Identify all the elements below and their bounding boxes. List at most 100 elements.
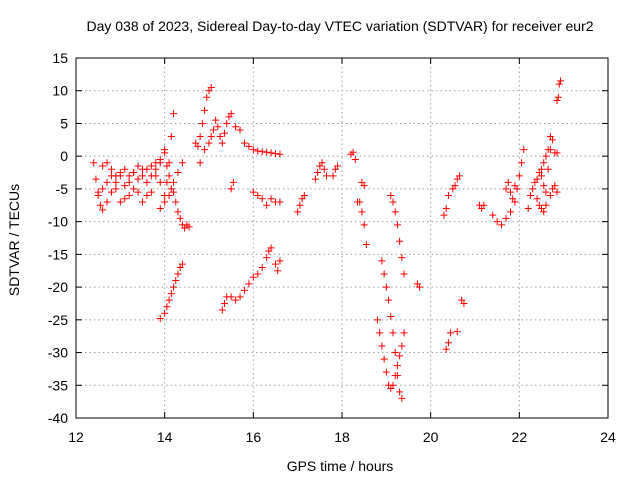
data-point [232, 123, 240, 131]
x-tick-label: 20 [423, 429, 439, 445]
data-point [553, 188, 561, 196]
data-point [221, 129, 229, 137]
data-point [272, 260, 279, 268]
data-point [502, 214, 510, 222]
data-point [329, 172, 337, 180]
y-tick-label: -15 [48, 246, 68, 262]
data-point [396, 388, 404, 396]
data-point [227, 110, 235, 118]
y-tick-label: -10 [48, 214, 68, 230]
data-point [139, 172, 146, 180]
data-point [376, 329, 384, 337]
data-point [240, 286, 248, 294]
data-point [554, 93, 562, 101]
data-point [245, 280, 253, 288]
data-point [223, 119, 231, 127]
data-point [214, 123, 222, 131]
y-tick-label: 15 [52, 50, 68, 66]
data-point [538, 165, 545, 173]
data-point [178, 260, 186, 268]
data-point [400, 270, 408, 278]
data-point [103, 198, 111, 206]
series-arc-i [232, 123, 284, 158]
data-point [112, 178, 120, 186]
data-point [360, 221, 368, 229]
data-point [373, 316, 381, 324]
data-point [396, 237, 404, 245]
y-tick-label: -25 [48, 312, 68, 328]
data-point [360, 182, 368, 190]
x-tick-label: 24 [600, 429, 616, 445]
data-point [161, 198, 169, 206]
data-point [524, 205, 532, 213]
data-point [555, 80, 563, 88]
data-point [134, 175, 142, 183]
series-arc-g [196, 110, 235, 167]
data-point [178, 159, 186, 167]
series-arc-d [156, 185, 193, 232]
data-point [318, 159, 326, 167]
data-point [99, 206, 107, 214]
data-point [385, 296, 393, 304]
data-point [444, 339, 452, 347]
data-point [453, 328, 461, 336]
data-point [174, 208, 182, 216]
data-point [389, 381, 397, 389]
data-point [391, 349, 399, 357]
data-point [236, 293, 244, 301]
data-point [107, 165, 115, 173]
x-tick-label: 22 [512, 429, 528, 445]
data-marks [90, 77, 565, 402]
data-point [447, 329, 455, 337]
data-point [209, 126, 217, 134]
data-point [296, 201, 304, 209]
data-point [398, 254, 406, 262]
x-axis-label: GPS time / hours [287, 458, 394, 474]
data-point [196, 133, 204, 141]
data-point [504, 178, 512, 186]
data-point [232, 296, 240, 304]
data-point [380, 355, 388, 363]
data-point [205, 139, 213, 147]
data-point [218, 306, 226, 314]
data-point [147, 172, 155, 180]
data-point [249, 188, 257, 196]
x-tick-label: 18 [334, 429, 350, 445]
data-point [416, 283, 424, 291]
series-arc-e [156, 260, 186, 323]
x-tick-label: 16 [246, 429, 262, 445]
data-point [358, 208, 366, 216]
data-point [236, 126, 244, 134]
data-point [533, 175, 541, 183]
data-point [544, 165, 552, 173]
data-point [553, 97, 561, 105]
data-point [506, 188, 514, 196]
data-point [274, 267, 282, 275]
series-arc-t [458, 296, 468, 307]
data-point [442, 345, 450, 353]
y-tick-label: -5 [56, 181, 69, 197]
data-point [502, 185, 510, 193]
data-point [172, 277, 180, 285]
data-point [442, 205, 450, 213]
data-point [440, 211, 448, 219]
data-point [276, 257, 284, 265]
series-arc-aa [553, 77, 565, 105]
y-tick-label: -35 [48, 377, 68, 393]
data-point [170, 188, 178, 196]
data-point [380, 270, 388, 278]
data-point [165, 172, 173, 180]
data-point [185, 223, 193, 231]
data-point [207, 133, 215, 141]
series-arc-c [99, 149, 186, 186]
data-point [107, 188, 115, 196]
data-point [174, 270, 182, 278]
series-arc-j [227, 178, 284, 209]
data-point [529, 185, 537, 193]
data-point [103, 178, 111, 186]
y-tick-label: -20 [48, 279, 68, 295]
data-point [176, 214, 184, 222]
data-point [130, 185, 138, 193]
grid-layer [76, 58, 608, 418]
data-point [311, 175, 319, 183]
